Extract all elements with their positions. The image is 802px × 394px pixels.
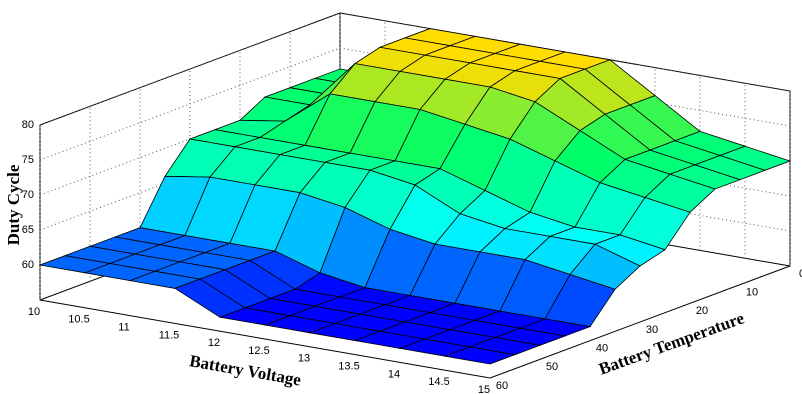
z-tick-label: 65 [22, 224, 34, 236]
x-tick-label: 14 [388, 368, 400, 380]
x-tick-label: 15 [478, 384, 490, 394]
x-tick-label: 11 [118, 322, 129, 334]
z-tick-label: 60 [22, 259, 34, 271]
y-tick-label: 60 [496, 380, 508, 392]
y-tick-label: 50 [546, 361, 558, 373]
z-tick-label: 75 [22, 154, 34, 166]
grid-line [39, 12, 791, 126]
z-axis-label: Duty Cycle [4, 164, 23, 245]
z-tick-label: 70 [22, 189, 34, 201]
x-tick-label: 12 [208, 337, 220, 349]
x-tick-label: 10.5 [68, 314, 89, 326]
y-tick-label: 30 [646, 324, 658, 336]
y-tick-label: 10 [746, 287, 758, 299]
x-tick-label: 10 [28, 306, 40, 318]
x-tick-label: 13.5 [338, 361, 359, 373]
x-tick-label: 12.5 [248, 345, 269, 357]
y-tick-label: 40 [596, 343, 608, 355]
y-axis-label: Battery Temperature [596, 308, 747, 378]
y-tick-label: 20 [696, 305, 708, 317]
x-axis-label: Battery Voltage [188, 351, 303, 389]
x-tick-label: 13 [298, 353, 310, 365]
x-tick-label: 14.5 [428, 376, 449, 388]
y-tick-label: 0 [799, 268, 802, 280]
surface-patch [443, 346, 517, 365]
x-tick-label: 11.5 [159, 329, 180, 341]
floor-edge [39, 265, 791, 379]
z-tick-label: 80 [22, 119, 34, 131]
